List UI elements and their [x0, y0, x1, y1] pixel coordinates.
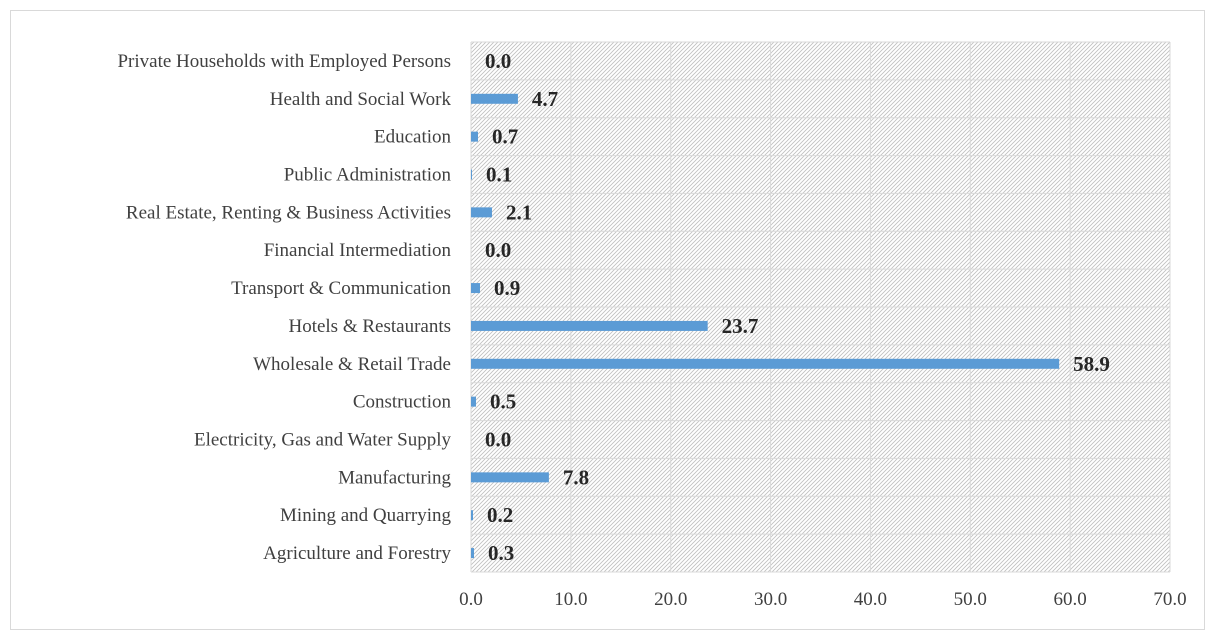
data-label: 2.1 — [506, 200, 532, 224]
category-label: Manufacturing — [338, 467, 451, 488]
x-tick-label: 60.0 — [1054, 589, 1087, 610]
data-label: 0.5 — [490, 390, 516, 414]
data-label: 0.9 — [494, 276, 520, 300]
x-tick-label: 30.0 — [754, 589, 787, 610]
gridlines — [470, 41, 1171, 573]
x-tick-label: 10.0 — [554, 589, 587, 610]
category-label: Private Households with Employed Persons — [117, 51, 451, 72]
x-tick-label: 0.0 — [459, 589, 483, 610]
bar — [471, 207, 492, 218]
bar — [471, 93, 518, 104]
data-label: 23.7 — [722, 314, 759, 338]
x-tick-label: 50.0 — [954, 589, 987, 610]
data-label: 58.9 — [1073, 352, 1110, 376]
bar — [471, 472, 549, 483]
data-label: 4.7 — [532, 87, 558, 111]
category-label: Electricity, Gas and Water Supply — [194, 430, 452, 451]
bar — [471, 358, 1060, 369]
x-tick-label: 20.0 — [654, 589, 687, 610]
bar — [471, 169, 472, 180]
category-label: Financial Intermediation — [264, 240, 452, 261]
bar — [471, 283, 480, 294]
data-label: 0.0 — [485, 428, 511, 452]
category-label: Wholesale & Retail Trade — [253, 354, 451, 375]
bar — [471, 131, 478, 142]
category-label: Hotels & Restaurants — [288, 316, 451, 337]
data-label: 0.1 — [486, 163, 512, 187]
category-label: Health and Social Work — [270, 89, 452, 110]
data-label: 0.0 — [485, 49, 511, 73]
category-label: Agriculture and Forestry — [263, 543, 451, 564]
category-label: Real Estate, Renting & Business Activiti… — [126, 202, 451, 223]
category-labels: Agriculture and Forestry Mining and Quarr… — [117, 51, 451, 564]
data-label: 0.7 — [492, 125, 518, 149]
category-label: Education — [374, 127, 452, 148]
bars — [471, 93, 1060, 559]
category-label: Mining and Quarrying — [280, 505, 451, 526]
data-label: 7.8 — [563, 465, 589, 489]
bar — [471, 396, 476, 407]
bar — [471, 320, 708, 331]
data-label: 0.0 — [485, 238, 511, 262]
data-label: 0.3 — [488, 541, 514, 565]
bar — [471, 510, 473, 521]
bar — [471, 548, 474, 559]
x-tick-label: 40.0 — [854, 589, 887, 610]
category-label: Public Administration — [284, 165, 452, 186]
category-label: Construction — [353, 392, 452, 413]
data-label: 0.2 — [487, 503, 513, 527]
x-tick-label: 70.0 — [1153, 589, 1186, 610]
data-labels: 0.3 0.2 7.8 0.0 0.5 58.9 23.7 0.9 0.0 2.1 0.1 0.7 4.… — [485, 49, 1110, 565]
x-axis-tick-labels: 0.0 10.0 20.0 30.0 40.0 50.0 60.0 70.0 — [459, 589, 1187, 610]
category-label: Transport & Communication — [231, 278, 451, 299]
